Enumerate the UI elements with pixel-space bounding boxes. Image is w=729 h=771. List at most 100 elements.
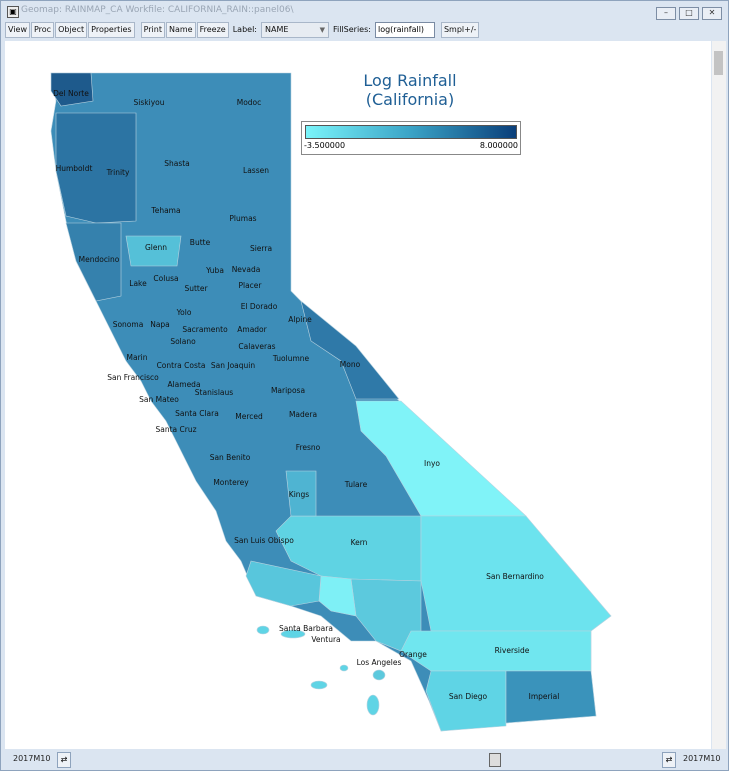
sample-slider-thumb[interactable] [489,753,501,767]
map-canvas: Del Norte Siskiyou Modoc Humboldt Trinity Sha… [5,41,711,749]
map-title-line2: (California) [365,90,455,109]
county-label: Amador [237,325,267,334]
county-label: Merced [235,412,263,421]
county-label: Kings [289,490,310,499]
label-select[interactable]: NAME ▼ [260,22,329,38]
island [339,664,349,672]
county-label: Alpine [288,315,312,324]
county-label: Tuolumne [272,354,310,363]
county-label: Monterey [213,478,249,487]
county-label: Siskiyou [134,98,165,107]
proc-button[interactable]: Proc [30,22,55,38]
county-san-diego [425,670,507,732]
county-santa-barbara [245,560,322,607]
county-label: Modoc [237,98,262,107]
county-label: Mariposa [271,386,305,395]
island [372,669,386,681]
county-label: Los Angeles [357,658,402,667]
county-label: Mendocino [79,255,120,264]
vertical-scrollbar[interactable] [712,41,726,749]
legend-min: -3.500000 [304,141,346,150]
county-label: Mono [340,360,361,369]
map-title: Log Rainfall (California) [305,71,515,109]
county-label: El Dorado [241,302,278,311]
county-label: Santa Clara [175,409,219,418]
county-label: Madera [289,410,317,419]
title-bar: ▣ Geomap: RAINMAP_CA Workfile: CALIFORNI… [1,1,728,21]
county-label: Imperial [529,692,560,701]
county-label: Del Norte [53,89,89,98]
county-label: Shasta [164,159,190,168]
county-label: Santa Barbara [279,624,333,633]
minimize-button[interactable]: – [656,7,676,20]
county-label: San Mateo [139,395,179,404]
county-label: Butte [190,238,211,247]
county-label: Alameda [167,380,200,389]
island [310,680,328,690]
county-imperial [505,670,597,724]
county-label: Marin [127,353,148,362]
county-mendocino [65,222,122,302]
label-select-value: NAME [264,25,289,34]
scroll-thumb[interactable] [714,51,723,75]
county-label: Glenn [145,243,167,252]
island [280,629,306,639]
name-button[interactable]: Name [165,22,196,38]
county-label: Yolo [176,308,192,317]
county-label: San Bernardino [486,572,544,581]
county-label: Sutter [184,284,208,293]
smpl-button[interactable]: Smpl+/- [440,22,480,38]
county-mono [300,300,400,400]
county-label: Contra Costa [157,361,206,370]
window-title: Geomap: RAINMAP_CA Workfile: CALIFORNIA_… [21,5,294,15]
county-kings [285,470,317,517]
county-label: Nevada [232,265,261,274]
county-label: Tehama [150,206,180,215]
county-label: Riverside [495,646,530,655]
print-button[interactable]: Print [140,22,165,38]
county-label: Kern [351,538,368,547]
county-label: Colusa [153,274,178,283]
close-button[interactable]: ✕ [702,7,722,20]
legend-gradient [305,125,517,139]
freeze-button[interactable]: Freeze [196,22,229,38]
label-caption: Label: [232,25,257,34]
county-label: San Luis Obispo [234,536,294,545]
island [256,625,270,635]
county-label: Inyo [424,459,440,468]
county-label: San Diego [449,692,488,701]
county-label: Fresno [296,443,321,452]
sample-end: 2017M10 [683,754,721,763]
county-label: Sonoma [113,320,144,329]
county-label: Ventura [311,635,340,644]
county-label: San Francisco [107,373,159,382]
county-label: Plumas [229,214,256,223]
object-button[interactable]: Object [55,22,88,38]
chevron-down-icon: ▼ [319,26,325,34]
county-label: Tulare [344,480,368,489]
maximize-button[interactable]: □ [679,7,699,20]
county-label: Stanislaus [195,388,233,397]
island [366,694,380,716]
legend-max: 8.000000 [479,141,518,150]
county-label: Santa Cruz [155,425,196,434]
map-title-line1: Log Rainfall [363,71,457,90]
county-label: Yuba [205,266,224,275]
fillseries-input[interactable]: log(rainfall) [374,22,435,38]
county-label: San Joaquin [211,361,255,370]
shift-arrows-icon[interactable]: ⇄ [662,752,676,768]
county-label: Humboldt [56,164,93,173]
county-label: Sacramento [182,325,228,334]
view-button[interactable]: View [5,22,30,38]
county-label: Orange [399,650,427,659]
county-label: San Benito [210,453,251,462]
properties-button[interactable]: Properties [88,22,135,38]
county-label: Trinity [106,168,130,177]
california-map: Del Norte Siskiyou Modoc Humboldt Trinity Sha… [50,72,612,732]
county-del-norte [50,72,94,107]
county-label: Lake [129,279,147,288]
county-label: Placer [238,281,262,290]
app-icon: ▣ [7,6,19,18]
shift-arrows-icon[interactable]: ⇄ [57,752,71,768]
